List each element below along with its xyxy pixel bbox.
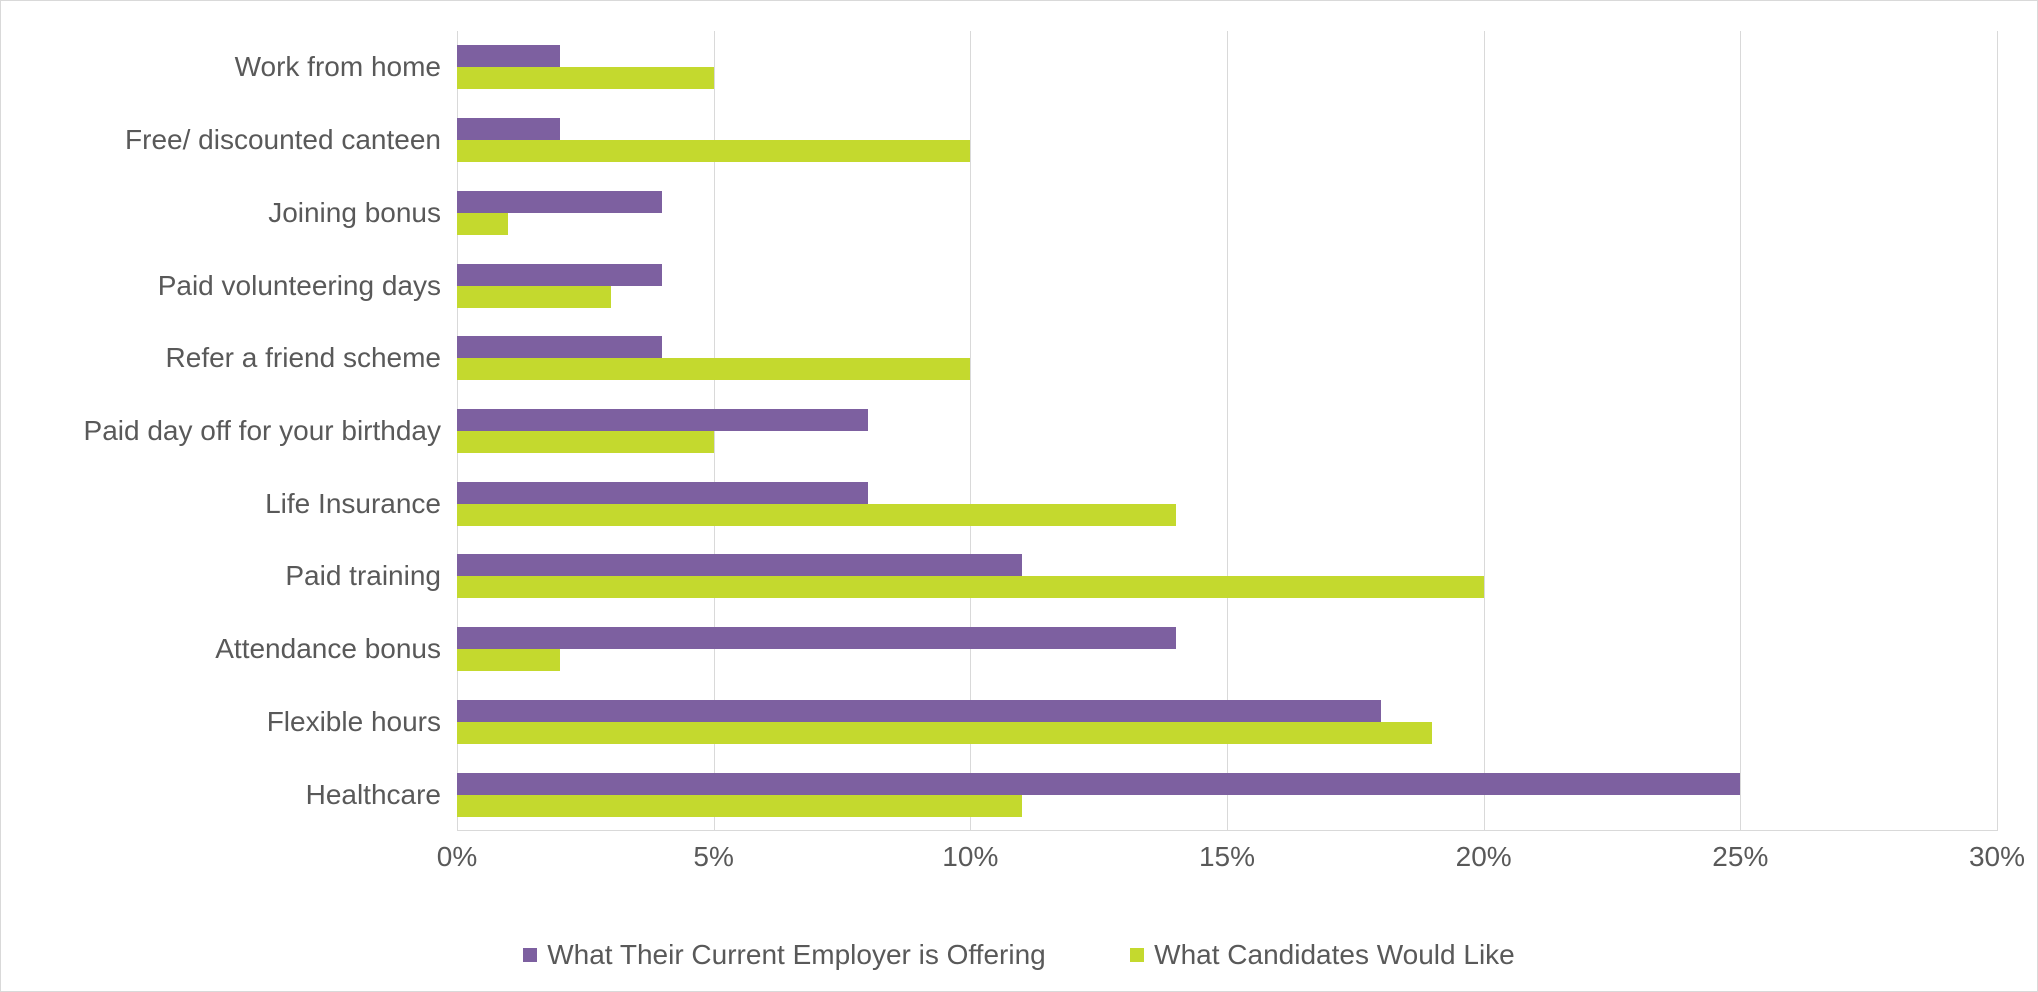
bar-series-b <box>457 504 1176 526</box>
bar-group <box>457 104 1997 177</box>
legend-swatch-b <box>1130 948 1144 962</box>
y-category-label: Refer a friend scheme <box>1 344 441 372</box>
bar-series-a <box>457 45 560 67</box>
bar-series-a <box>457 191 662 213</box>
bar-group <box>457 249 1997 322</box>
x-tick-label: 25% <box>1712 841 1768 873</box>
y-category-label: Flexible hours <box>1 708 441 736</box>
bar-series-a <box>457 700 1381 722</box>
legend-item-series-b: What Candidates Would Like <box>1130 939 1515 971</box>
y-category-label: Healthcare <box>1 781 441 809</box>
bar-series-a <box>457 409 868 431</box>
bar-series-a <box>457 264 662 286</box>
legend-swatch-a <box>523 948 537 962</box>
bars-layer <box>457 31 1997 831</box>
bar-series-b <box>457 795 1022 817</box>
x-tick-label: 15% <box>1199 841 1255 873</box>
y-category-label: Life Insurance <box>1 490 441 518</box>
bar-group <box>457 176 1997 249</box>
bar-series-a <box>457 627 1176 649</box>
legend: What Their Current Employer is Offering … <box>1 939 2037 971</box>
bar-series-a <box>457 554 1022 576</box>
bar-series-a <box>457 118 560 140</box>
x-axis-labels: 0%5%10%15%20%25%30% <box>457 841 1997 891</box>
y-axis-labels: Work from home Free/ discounted canteen Jo… <box>1 31 441 831</box>
bar-group <box>457 540 1997 613</box>
bar-series-b <box>457 140 970 162</box>
bar-series-b <box>457 286 611 308</box>
y-category-label: Work from home <box>1 53 441 81</box>
bar-series-b <box>457 722 1432 744</box>
y-category-label: Paid day off for your birthday <box>1 417 441 445</box>
x-tick-label: 30% <box>1969 841 2025 873</box>
bar-series-b <box>457 576 1484 598</box>
plot-area <box>457 31 1997 831</box>
legend-label-b: What Candidates Would Like <box>1154 939 1515 971</box>
bar-group <box>457 31 1997 104</box>
chart-container: Work from home Free/ discounted canteen Jo… <box>0 0 2038 992</box>
bar-series-b <box>457 67 714 89</box>
y-category-label: Free/ discounted canteen <box>1 126 441 154</box>
bar-group <box>457 758 1997 831</box>
x-tick-label: 10% <box>942 841 998 873</box>
bar-group <box>457 395 1997 468</box>
gridline <box>1997 31 1998 831</box>
legend-label-a: What Their Current Employer is Offering <box>547 939 1045 971</box>
bar-series-b <box>457 213 508 235</box>
y-category-label: Paid training <box>1 562 441 590</box>
bar-series-b <box>457 649 560 671</box>
y-category-label: Attendance bonus <box>1 635 441 663</box>
x-tick-label: 20% <box>1456 841 1512 873</box>
legend-item-series-a: What Their Current Employer is Offering <box>523 939 1045 971</box>
bar-group <box>457 467 1997 540</box>
x-tick-label: 0% <box>437 841 477 873</box>
y-category-label: Joining bonus <box>1 199 441 227</box>
bar-series-a <box>457 336 662 358</box>
bar-series-a <box>457 773 1740 795</box>
y-category-label: Paid volunteering days <box>1 272 441 300</box>
bar-group <box>457 322 1997 395</box>
bar-group <box>457 613 1997 686</box>
bar-series-b <box>457 431 714 453</box>
bar-group <box>457 686 1997 759</box>
bar-series-b <box>457 358 970 380</box>
x-tick-label: 5% <box>693 841 733 873</box>
bar-series-a <box>457 482 868 504</box>
